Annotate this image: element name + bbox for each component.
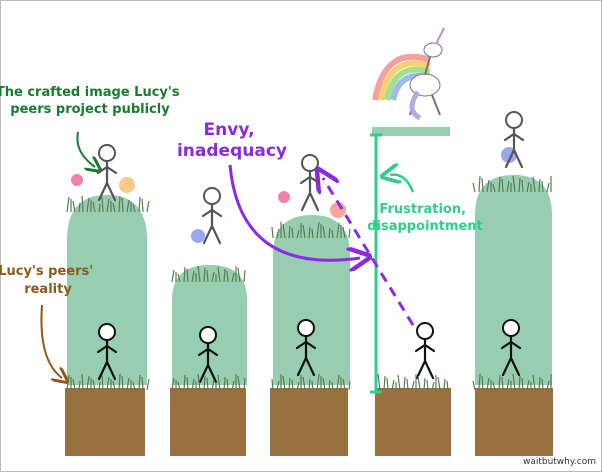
pillar [273, 215, 350, 385]
annotation-line: Lucy's peers' [0, 264, 93, 279]
stick-figure [99, 324, 115, 340]
dirt [170, 388, 246, 456]
grass [99, 145, 115, 161]
unicorn [424, 43, 442, 57]
dirt [270, 388, 348, 456]
annotation-line: inadequacy [177, 141, 287, 161]
stick-figure [200, 327, 216, 343]
flower [191, 229, 205, 243]
watermark: waitbutwhy.com [523, 457, 596, 467]
annotation-line: reality [24, 282, 72, 297]
flower [278, 191, 290, 203]
dirt [375, 388, 451, 456]
annotation-line: Frustration, [379, 202, 466, 217]
pillar [475, 175, 552, 385]
annotation-line: disappointment [367, 219, 483, 234]
flower [71, 174, 83, 186]
stick-figure [503, 320, 519, 336]
stick-figure [417, 323, 433, 339]
flower [119, 177, 135, 193]
grass [204, 188, 220, 204]
annotation-line: The crafted image Lucy's [0, 85, 180, 100]
dirt [475, 388, 553, 456]
annotation-line: peers project publicly [10, 102, 170, 117]
illustration: The crafted image Lucy's peers project p… [0, 0, 602, 472]
grass [302, 155, 318, 171]
grass [506, 112, 522, 128]
annotation-line: Envy, [204, 120, 255, 140]
stick-figure [298, 320, 314, 336]
platform [372, 127, 450, 136]
dirt [65, 388, 145, 456]
